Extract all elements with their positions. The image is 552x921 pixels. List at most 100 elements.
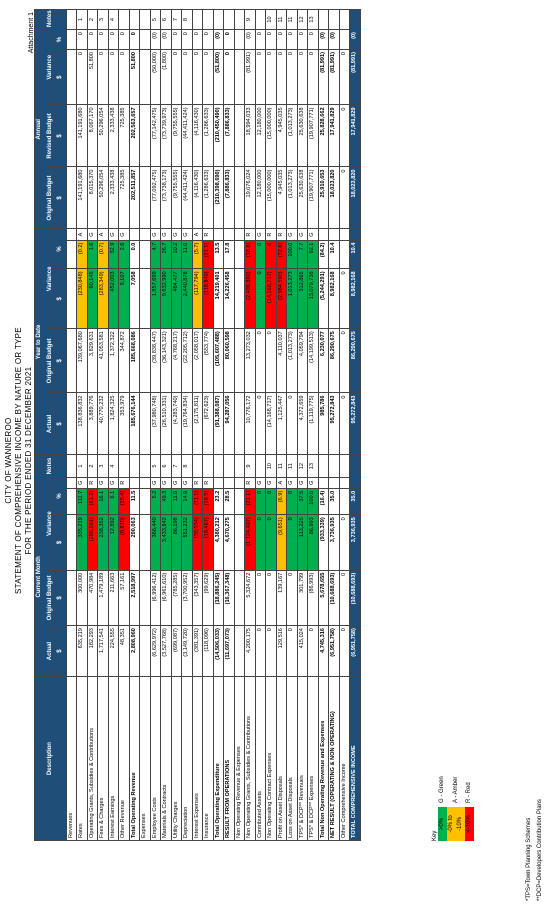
cm-actual-header: Actual <box>45 625 56 677</box>
cell-cm-act: 182,293 <box>87 625 98 677</box>
cell-an-rev: 18,994,033 <box>244 104 255 167</box>
cell-ytd-act: (2,175,811) <box>192 392 203 455</box>
cell-ytd-flag <box>328 229 339 241</box>
cell-ytd-act: 4,372,659 <box>297 392 308 455</box>
cell-cm-act: 48,351 <box>118 625 129 677</box>
footnote-dcp: **DCP=Developers Contribution Plans <box>537 799 543 901</box>
period-title: FOR THE PERIOD ENDED 31 DECEMBER 2021 <box>24 366 33 555</box>
cell-n1 <box>129 454 140 478</box>
cell-cm-flag: R <box>202 477 213 489</box>
cell-cm-act: 129,516 <box>276 625 287 677</box>
cell-cm-flag: G <box>171 477 182 489</box>
cell-cm-bud: 0 <box>255 570 266 626</box>
cell-cm-act: 0 <box>307 625 318 677</box>
table-row: Insurance (118,096) (99,629) (18,467) (18.5)… <box>202 9 213 841</box>
cell-cm-act: (699,087) <box>171 625 182 677</box>
cell-cm-pct: (21.1) <box>244 488 255 515</box>
an-revised-header: Revised Budget <box>45 104 56 167</box>
cell-an-var: (51,800) <box>213 49 224 105</box>
cell-ytd-flag: G <box>108 229 119 241</box>
cell-an-var: 0 <box>171 49 182 105</box>
cell-cm-pct: 35.0 <box>328 488 339 515</box>
cell-ytd-var: (230,848) <box>76 268 87 329</box>
cell-cm-bud <box>234 570 245 626</box>
cell-ytd-flag: G <box>87 229 98 241</box>
cell-an-pct: (0) <box>160 29 171 50</box>
cell-n1 <box>192 454 203 478</box>
cell-cm-var: 366,440 <box>150 514 161 571</box>
cell-cm-var: 290,063 <box>129 514 140 571</box>
cell-desc: Total Non Operating Revenue and Expenses <box>318 676 329 841</box>
cell-ytd-act: 1,125,447 <box>276 392 287 455</box>
cell-ytd-bud: 344,872 <box>118 328 129 393</box>
cell-ytd-pct: (18.8) <box>244 240 255 269</box>
cell-cm-bud: (10,688,693) <box>349 570 360 626</box>
cell-ytd-act: 138,836,832 <box>76 392 87 455</box>
cell-an-var: 0 <box>276 49 287 105</box>
cell-an-orig: (19,907,771) <box>307 166 318 229</box>
cell-cm-pct: 6.1 <box>108 488 119 515</box>
cell-cm-pct: 0 <box>265 488 276 515</box>
cell-n1 <box>213 454 224 478</box>
table-row: Contributed Assets 0 0 0 0 G 0 0 0 0 G 12,180,000 12… <box>255 9 266 841</box>
cell-an-pct: 0 <box>129 29 140 50</box>
cell-ytd-bud: 0 <box>339 328 350 393</box>
cell-ytd-var: 0 <box>255 268 266 329</box>
cell-cm-bud: 0 <box>265 570 276 626</box>
cell-ytd-bud <box>139 328 150 393</box>
cell-ytd-act: (19,764,834) <box>181 392 192 455</box>
cell-an-orig: (1,286,633) <box>202 166 213 229</box>
cell-n2 <box>255 9 266 30</box>
key-label-amber: A - Amber <box>452 776 459 803</box>
cell-an-rev: 17,941,829 <box>328 104 339 167</box>
cell-an-rev: 25,828,662 <box>318 104 329 167</box>
cell-cm-var: 0 <box>255 514 266 571</box>
cell-ytd-pct: 2.6 <box>118 240 129 269</box>
cm-pct-unit: % <box>55 477 66 515</box>
cell-an-orig: (7,886,833) <box>223 166 234 229</box>
cell-cm-flag: G <box>150 477 161 489</box>
cell-cm-pct: 35.0 <box>349 488 360 515</box>
cell-cm-act <box>234 625 245 677</box>
ytd-budget-unit: $ <box>55 328 66 393</box>
table-row: Other Comprehensive Income 0 0 0 0 0 0 0 0 0 <box>339 9 350 841</box>
cell-an-rev: 50,296,054 <box>97 104 108 167</box>
cell-ytd-act: (37,980,748) <box>150 392 161 455</box>
cell-cm-act: (3,527,768) <box>160 625 171 677</box>
cell-ytd-flag <box>129 229 140 241</box>
cell-an-rev: (1,286,633) <box>202 104 213 167</box>
cell-n1: 11 <box>286 454 297 478</box>
cell-an-var: (81,991) <box>318 49 329 105</box>
cell-ytd-act <box>66 392 77 455</box>
cell-n2 <box>349 9 360 30</box>
cell-cm-bud: 0 <box>286 570 297 626</box>
cell-an-orig: (9,755,555) <box>171 166 182 229</box>
cell-ytd-pct: 10.2 <box>171 240 182 269</box>
cell-cm-act: 635,219 <box>76 625 87 677</box>
cell-an-rev: 141,191,680 <box>76 104 87 167</box>
cell-an-var: 0 <box>297 49 308 105</box>
cell-n1: 4 <box>108 454 119 478</box>
col-notes-2: Notes <box>34 9 66 30</box>
cell-an-rev: (9,755,555) <box>171 104 182 167</box>
cell-an-rev: 725,385 <box>118 104 129 167</box>
cell-an-rev: 8,067,170 <box>87 104 98 167</box>
cell-cm-var: 3,433,842 <box>160 514 171 571</box>
cell-ytd-act: 985,786 <box>318 392 329 455</box>
cell-cm-bud: (3,700,952) <box>181 570 192 626</box>
cell-cm-act: (3,149,720) <box>181 625 192 677</box>
cell-an-var: (81,991) <box>244 49 255 105</box>
ytd-variance-header: Variance <box>45 229 56 329</box>
cell-ytd-act: (14,168,717) <box>265 392 276 455</box>
col-year-to-date: Year to Date <box>34 229 45 455</box>
cell-ytd-var: 312,865 <box>297 268 308 329</box>
cell-ytd-act: 1,824,325 <box>108 392 119 455</box>
table-row: Loss on Asset Disposals 0 0 0 0 G 11 0 (1,013,27… <box>286 9 297 841</box>
total-row: RESULT FROM OPERATIONS (11,697,073) (16,36… <box>223 9 234 841</box>
cell-cm-bud <box>139 570 150 626</box>
cell-n1 <box>318 454 329 478</box>
table-row: TPS* & DCP** Expenses 0 (86,993) 86,993 100.… <box>307 9 318 841</box>
cell-n1 <box>255 454 266 478</box>
cell-cm-var: 3,736,935 <box>349 514 360 571</box>
cell-cm-pct: (18.5) <box>202 488 213 515</box>
